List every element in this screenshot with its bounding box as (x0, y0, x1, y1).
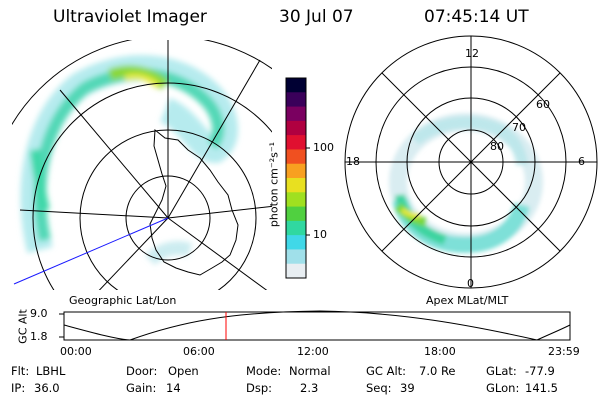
mlat-label-80: 80 (490, 140, 504, 153)
colorbar-stripe (286, 92, 306, 108)
auroral-oval-left (20, 55, 238, 266)
magnetic-polar-plot (344, 35, 598, 289)
date-label: 30 Jul 07 (279, 7, 354, 27)
geographic-map (12, 40, 272, 290)
info-glat-value: -77.9 (525, 364, 555, 378)
colorbar-stripe (286, 106, 306, 122)
mlat-label-70: 70 (512, 121, 526, 134)
colorbar-stripe (286, 263, 306, 279)
timeline-ylabel: GC Alt (16, 309, 30, 344)
timeline-xtick-2359: 23:59 (548, 345, 580, 358)
info-glon-label: GLon: (486, 381, 520, 395)
auroral-oval-right (389, 113, 543, 254)
instrument-title: Ultraviolet Imager (53, 7, 207, 27)
colorbar-stripe (286, 206, 306, 222)
colorbar-stripe (286, 120, 306, 136)
mlt-label-6: 6 (578, 155, 585, 168)
info-gcalt-value: 7.0 Re (419, 364, 456, 378)
timeline-xtick-0000: 00:00 (60, 345, 92, 358)
info-mode-label: Mode: (246, 364, 282, 378)
terminator-line (13, 217, 169, 285)
colorbar-stripe (286, 235, 306, 250)
timeline-ytick-9: 9.0 (30, 307, 48, 320)
info-door-value: Open (168, 364, 199, 378)
colorbar-stripe (286, 149, 306, 165)
info-flt-value: LBHL (36, 364, 66, 378)
timeline-ytick-1-8: 1.8 (30, 330, 48, 343)
colorbar-unit-label: photon cm⁻²s⁻¹ (267, 141, 281, 228)
time-label: 07:45:14 UT (424, 7, 529, 27)
info-door-label: Door: (126, 364, 158, 378)
mlt-label-0: 0 (467, 277, 474, 290)
left-panel-caption: Geographic Lat/Lon (69, 294, 177, 307)
info-glat-label: GLat: (486, 364, 517, 378)
altitude-timeline (59, 310, 571, 341)
colorbar-stripe (286, 135, 306, 150)
colorbar-tick-10: 10 (313, 228, 327, 241)
info-mode-value: Normal (289, 364, 331, 378)
info-seq-label: Seq: (366, 381, 392, 395)
info-ip-value: 36.0 (34, 381, 60, 395)
right-panel-caption: Apex MLat/MLT (426, 294, 509, 307)
timeline-xtick-0600: 06:00 (183, 345, 215, 358)
info-gcalt-label: GC Alt: (366, 364, 407, 378)
colorbar-stripe (286, 163, 306, 179)
info-glon-value: 141.5 (525, 381, 558, 395)
colorbar-stripe (286, 220, 306, 236)
info-gain-value: 14 (166, 381, 181, 395)
colorbar-stripe (286, 249, 306, 265)
colorbar-tick-100: 100 (313, 141, 334, 154)
info-dsp-label: Dsp: (246, 381, 273, 395)
continent-outline (149, 129, 239, 276)
info-dsp-value: 2.3 (300, 381, 319, 395)
timeline-xtick-1800: 18:00 (424, 345, 456, 358)
colorbar-stripe (286, 178, 306, 193)
mlat-label-60: 60 (536, 98, 550, 111)
colorbar-stripe (286, 192, 306, 208)
colorbar-stripe (286, 78, 306, 93)
info-ip-label: IP: (11, 381, 26, 395)
colorbar (286, 78, 306, 279)
mlt-label-12: 12 (465, 47, 479, 60)
timeline-xtick-1200: 12:00 (297, 345, 329, 358)
info-flt-label: Flt: (11, 364, 30, 378)
info-gain-label: Gain: (126, 381, 157, 395)
info-seq-value: 39 (400, 381, 415, 395)
mlt-label-18: 18 (346, 155, 360, 168)
